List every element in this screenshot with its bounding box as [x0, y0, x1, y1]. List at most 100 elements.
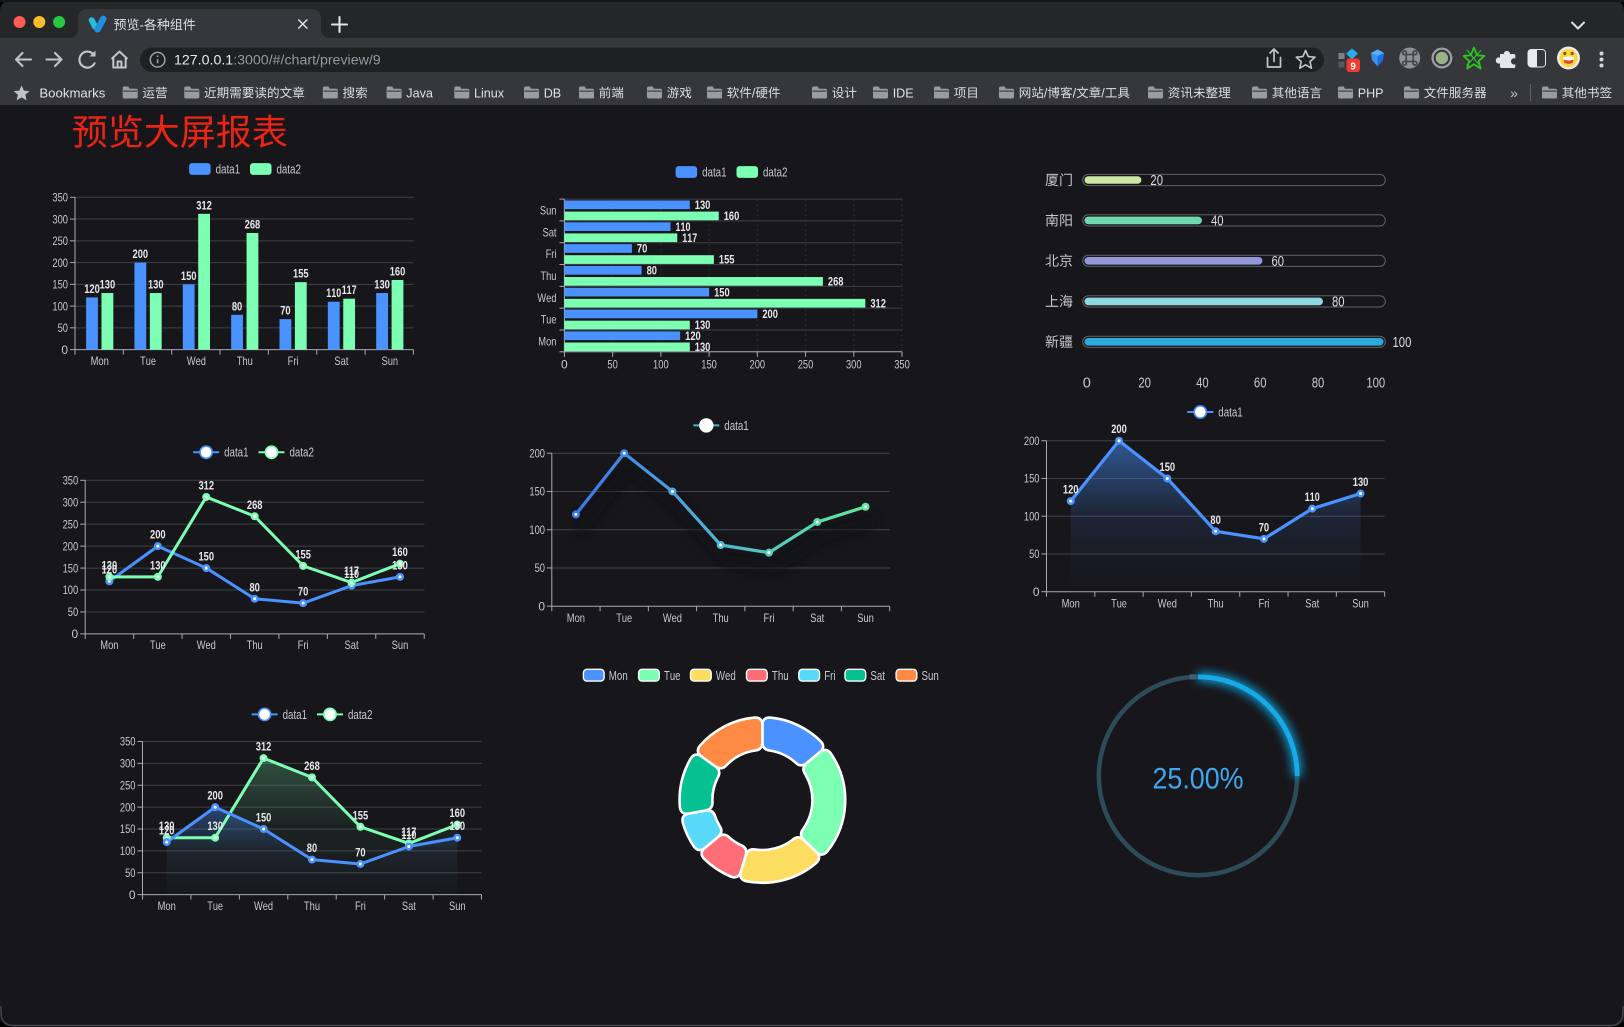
svg-text:Mon: Mon — [609, 669, 628, 683]
svg-text:0: 0 — [561, 357, 568, 371]
svg-text:150: 150 — [198, 550, 214, 564]
svg-text:130: 130 — [1353, 475, 1369, 489]
svg-text:200: 200 — [207, 789, 223, 803]
svg-text:130: 130 — [695, 198, 711, 212]
svg-text:268: 268 — [304, 759, 320, 773]
svg-text:Sun: Sun — [922, 669, 939, 683]
svg-text:130: 130 — [695, 318, 711, 332]
svg-text:160: 160 — [449, 806, 465, 820]
svg-text:50: 50 — [68, 605, 79, 619]
svg-text:40: 40 — [1196, 376, 1209, 392]
svg-text:312: 312 — [256, 740, 272, 754]
svg-text:110: 110 — [326, 286, 341, 300]
svg-text:150: 150 — [63, 561, 79, 575]
svg-text:data2: data2 — [763, 165, 787, 179]
svg-text:data1: data1 — [224, 446, 248, 460]
svg-text:100: 100 — [120, 844, 136, 858]
svg-text:268: 268 — [828, 275, 844, 289]
svg-text:155: 155 — [353, 808, 369, 822]
svg-text:Fri: Fri — [546, 247, 557, 261]
svg-text:150: 150 — [714, 285, 730, 299]
svg-text:0: 0 — [1033, 585, 1040, 599]
svg-text:9: 9 — [1350, 61, 1356, 72]
svg-text:200: 200 — [750, 357, 766, 371]
svg-text:130: 130 — [159, 819, 175, 833]
svg-text:150: 150 — [1160, 460, 1176, 474]
svg-text:250: 250 — [52, 234, 68, 248]
svg-text:Wed: Wed — [1158, 597, 1177, 611]
svg-text:Bookmarks: Bookmarks — [39, 85, 105, 100]
svg-text:312: 312 — [198, 478, 214, 492]
svg-text:268: 268 — [247, 498, 263, 512]
svg-text:200: 200 — [762, 307, 778, 321]
svg-text:Tue: Tue — [140, 354, 156, 368]
svg-text:Fri: Fri — [764, 611, 775, 625]
svg-text:Linux: Linux — [474, 86, 505, 100]
svg-text:300: 300 — [846, 357, 862, 371]
svg-text:117: 117 — [344, 564, 359, 578]
svg-text:130: 130 — [392, 558, 408, 572]
svg-text:/: / — [1044, 86, 1048, 100]
svg-text:200: 200 — [63, 539, 79, 553]
svg-text:/: / — [752, 86, 756, 100]
svg-text:0: 0 — [72, 627, 79, 641]
svg-text:Wed: Wed — [197, 638, 216, 652]
svg-text:DB: DB — [544, 86, 562, 100]
svg-text:Sun: Sun — [1352, 597, 1369, 611]
svg-text:Tue: Tue — [1111, 597, 1127, 611]
svg-text:350: 350 — [63, 474, 79, 488]
svg-text:Wed: Wed — [187, 354, 206, 368]
svg-text:Sun: Sun — [857, 611, 874, 625]
svg-text:Sat: Sat — [810, 611, 825, 625]
svg-text:70: 70 — [355, 845, 366, 859]
svg-text:120: 120 — [159, 824, 175, 838]
svg-text:130: 130 — [695, 340, 711, 354]
svg-text:312: 312 — [870, 296, 886, 310]
svg-text:60: 60 — [1254, 376, 1267, 392]
svg-text:25.00%: 25.00% — [1153, 763, 1244, 796]
svg-text:20: 20 — [1138, 376, 1151, 392]
svg-text:data1: data1 — [283, 708, 307, 722]
svg-text:Thu: Thu — [247, 638, 263, 652]
svg-text:130: 130 — [449, 819, 465, 833]
svg-text:200: 200 — [133, 247, 149, 261]
svg-text:80: 80 — [1210, 513, 1221, 527]
svg-text:80: 80 — [249, 580, 260, 594]
svg-text:Tue: Tue — [616, 611, 632, 625]
svg-text:130: 130 — [102, 558, 118, 572]
svg-text:Wed: Wed — [716, 669, 736, 683]
svg-text:110: 110 — [1305, 490, 1320, 504]
svg-text:80: 80 — [1312, 376, 1325, 392]
svg-text:80: 80 — [307, 841, 318, 855]
svg-text:/: / — [1073, 86, 1077, 100]
svg-text:130: 130 — [148, 278, 164, 292]
svg-text:Fri: Fri — [355, 899, 366, 913]
svg-text:150: 150 — [120, 822, 136, 836]
svg-text:data1: data1 — [1218, 405, 1242, 419]
svg-text:IDE: IDE — [893, 86, 914, 100]
svg-text:130: 130 — [150, 558, 166, 572]
svg-text:70: 70 — [637, 242, 648, 256]
svg-text:100: 100 — [63, 583, 79, 597]
svg-text:60: 60 — [1271, 254, 1284, 270]
svg-text:50: 50 — [607, 357, 618, 371]
svg-text:Mon: Mon — [158, 899, 176, 913]
svg-text:40: 40 — [1211, 214, 1224, 230]
svg-text:Mon: Mon — [538, 335, 556, 349]
svg-text:100: 100 — [653, 357, 669, 371]
svg-text:80: 80 — [232, 299, 243, 313]
svg-text:150: 150 — [1024, 472, 1040, 486]
svg-text:100: 100 — [52, 299, 68, 313]
svg-text:150: 150 — [529, 485, 545, 499]
svg-text:200: 200 — [529, 446, 545, 460]
svg-text:300: 300 — [120, 757, 136, 771]
svg-text:Java: Java — [406, 86, 433, 100]
svg-text:Thu: Thu — [540, 269, 556, 283]
svg-text::3000/#/chart/preview/9: :3000/#/chart/preview/9 — [233, 53, 381, 69]
svg-text:312: 312 — [196, 198, 212, 212]
svg-text:300: 300 — [52, 212, 68, 226]
svg-text:350: 350 — [120, 735, 136, 749]
svg-text:Mon: Mon — [1062, 597, 1080, 611]
svg-text:50: 50 — [1029, 547, 1040, 561]
svg-text:100: 100 — [1366, 376, 1385, 392]
